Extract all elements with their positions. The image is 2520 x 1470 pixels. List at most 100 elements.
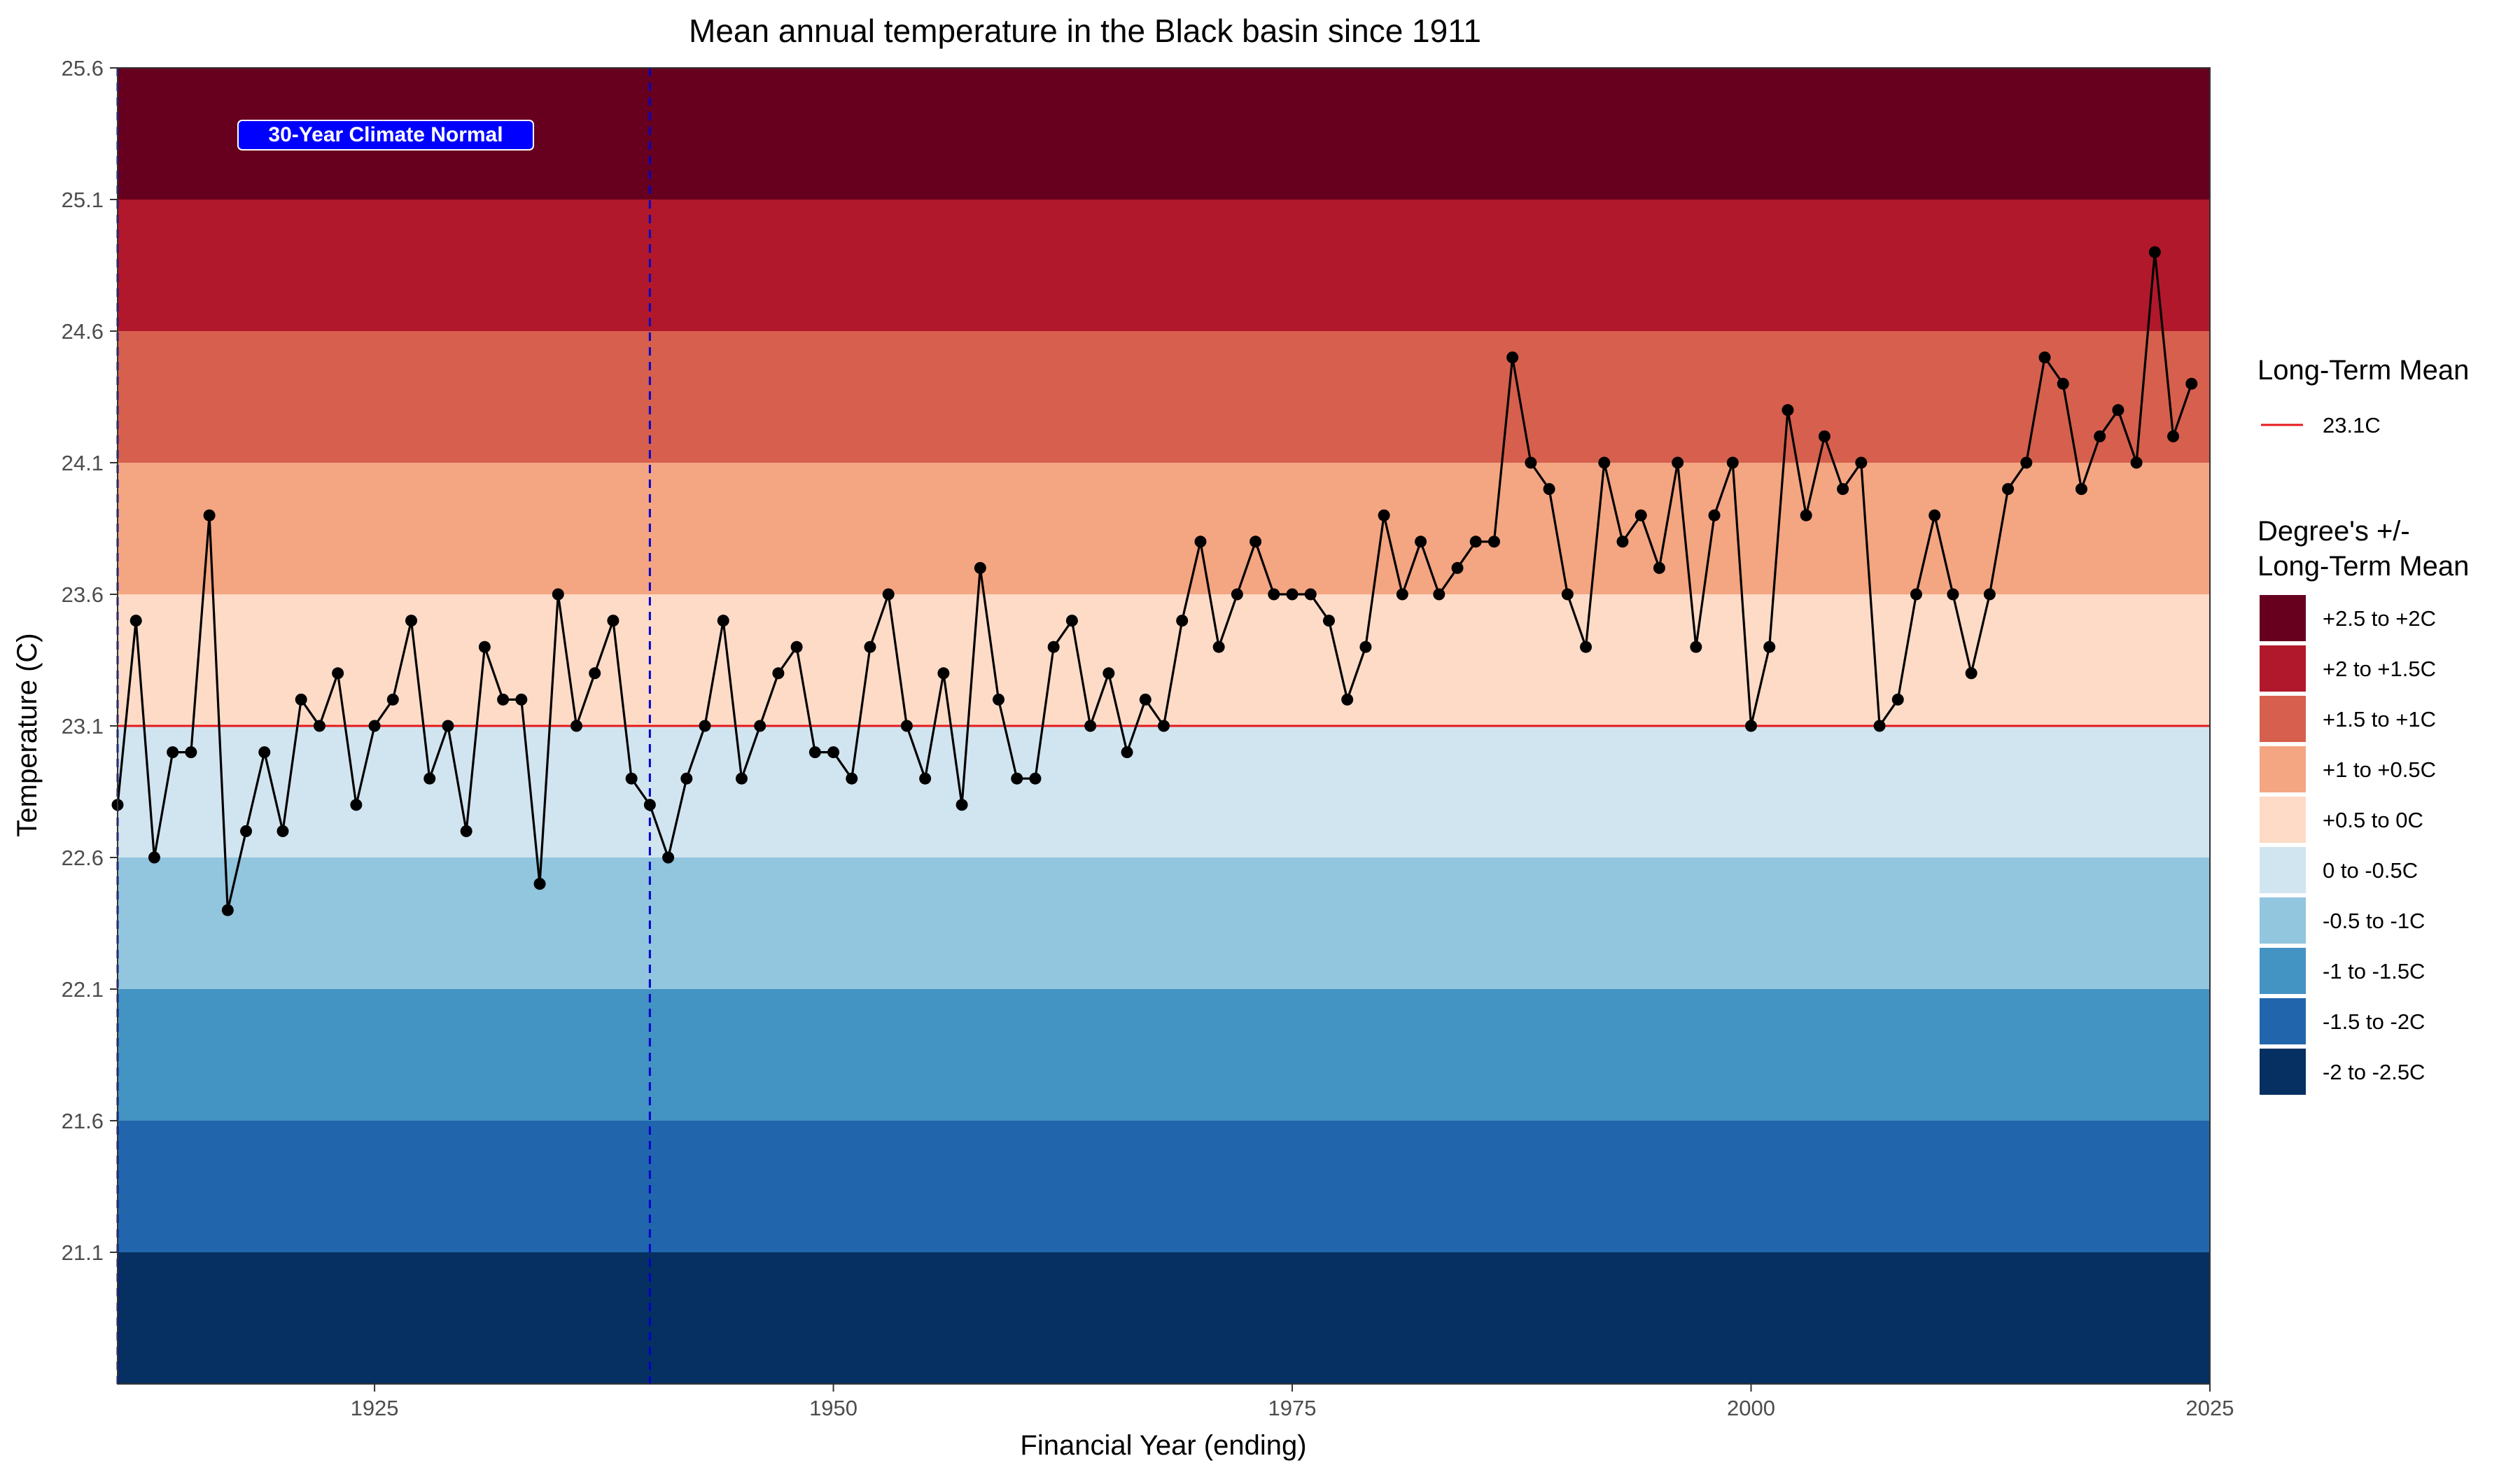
y-tick-label: 24.6 <box>62 319 104 344</box>
data-point <box>295 693 307 706</box>
band-3 <box>118 463 2210 594</box>
data-point <box>570 720 582 732</box>
legend-label-4: +0.5 to 0C <box>2323 808 2423 832</box>
data-point <box>2130 456 2143 469</box>
data-point <box>167 746 179 759</box>
data-point <box>1029 772 1042 785</box>
legend-bands-title-line2: Long-Term Mean <box>2258 551 2469 582</box>
data-point <box>1800 509 1812 522</box>
y-tick-label: 24.1 <box>62 451 104 475</box>
data-point <box>203 509 216 522</box>
data-point <box>1598 456 1611 469</box>
data-point <box>1212 640 1225 653</box>
data-point <box>1415 536 1427 548</box>
legend-label-2: +1.5 to +1C <box>2323 707 2436 732</box>
data-point <box>1341 693 1354 706</box>
data-point <box>1928 509 1941 522</box>
data-point <box>1634 509 1647 522</box>
climate-normal-label-text: 30-Year Climate Normal <box>268 123 503 146</box>
data-point <box>221 904 234 916</box>
legend-label-5: 0 to -0.5C <box>2323 858 2418 883</box>
data-point <box>864 640 876 653</box>
data-point <box>424 772 436 785</box>
x-tick-label: 1925 <box>351 1396 399 1420</box>
data-point <box>1910 588 1922 601</box>
data-point <box>1580 640 1592 653</box>
x-tick-label: 2025 <box>2186 1396 2234 1420</box>
temperature-bands <box>118 68 2210 1384</box>
data-point <box>2167 430 2180 442</box>
data-point <box>1947 588 1959 601</box>
y-tick-label: 21.6 <box>62 1109 104 1133</box>
legend-mean-title: Long-Term Mean <box>2258 355 2469 386</box>
legend-bands-title-line1: Degree's +/- <box>2258 516 2410 547</box>
data-point <box>1855 456 1868 469</box>
data-point <box>2148 246 2161 258</box>
data-point <box>680 772 693 785</box>
data-point <box>808 746 821 759</box>
legend-label-6: -0.5 to -1C <box>2323 909 2425 933</box>
data-point <box>2020 456 2033 469</box>
y-tick-label: 21.1 <box>62 1240 104 1265</box>
data-point <box>1158 720 1170 732</box>
data-point <box>1506 351 1519 364</box>
band-1 <box>118 200 2210 331</box>
data-point <box>1873 720 1886 732</box>
data-point <box>1378 509 1390 522</box>
chart-title: Mean annual temperature in the Black bas… <box>689 13 1481 49</box>
band-2 <box>118 331 2210 463</box>
legend-label-1: +2 to +1.5C <box>2323 657 2436 681</box>
data-point <box>1818 430 1830 442</box>
data-point <box>1250 536 1262 548</box>
data-point <box>827 746 840 759</box>
data-point <box>1543 483 1555 496</box>
data-point <box>993 693 1005 706</box>
data-point <box>1396 588 1408 601</box>
legend: Long-Term Mean 23.1C Degree's +/- Long-T… <box>2258 355 2469 1095</box>
data-point <box>552 588 564 601</box>
data-point <box>754 720 766 732</box>
climate-normal-label-box <box>237 120 534 150</box>
data-point <box>130 615 142 627</box>
data-point <box>1469 536 1482 548</box>
data-point <box>276 825 289 837</box>
legend-key-1 <box>2260 645 2306 692</box>
data-point <box>1065 615 1078 627</box>
legend-key-8 <box>2260 998 2306 1044</box>
data-point <box>460 825 472 837</box>
climate-normal-label: 30-Year Climate Normal <box>237 120 534 150</box>
data-point <box>919 772 932 785</box>
data-point <box>1102 667 1115 680</box>
y-tick-label: 22.1 <box>62 977 104 1002</box>
legend-key-3 <box>2260 746 2306 792</box>
data-point <box>185 746 197 759</box>
data-point <box>1525 456 1537 469</box>
data-point <box>258 746 271 759</box>
y-tick-label: 23.1 <box>62 714 104 738</box>
legend-key-5 <box>2260 847 2306 893</box>
data-point <box>955 799 968 811</box>
data-point <box>1011 772 1023 785</box>
data-point <box>1176 615 1189 627</box>
band-5 <box>118 726 2210 858</box>
band-8 <box>118 1121 2210 1252</box>
data-point <box>735 772 748 785</box>
x-tick-label: 1950 <box>809 1396 858 1420</box>
data-point <box>386 693 399 706</box>
data-point <box>313 720 326 732</box>
data-point <box>900 720 913 732</box>
data-point <box>1891 693 1904 706</box>
data-point <box>332 667 344 680</box>
data-point <box>625 772 638 785</box>
data-point <box>533 878 546 890</box>
legend-label-9: -2 to -2.5C <box>2323 1060 2425 1084</box>
y-tick-label: 23.6 <box>62 582 104 607</box>
data-point <box>1726 456 1739 469</box>
data-point <box>1194 536 1207 548</box>
data-point <box>2094 430 2106 442</box>
data-point <box>1653 561 1665 574</box>
data-point <box>1433 588 1446 601</box>
data-point <box>1231 588 1243 601</box>
data-point <box>1121 746 1133 759</box>
legend-band-items: +2.5 to +2C +2 to +1.5C +1.5 to +1C +1 to +… <box>2260 595 2436 1095</box>
